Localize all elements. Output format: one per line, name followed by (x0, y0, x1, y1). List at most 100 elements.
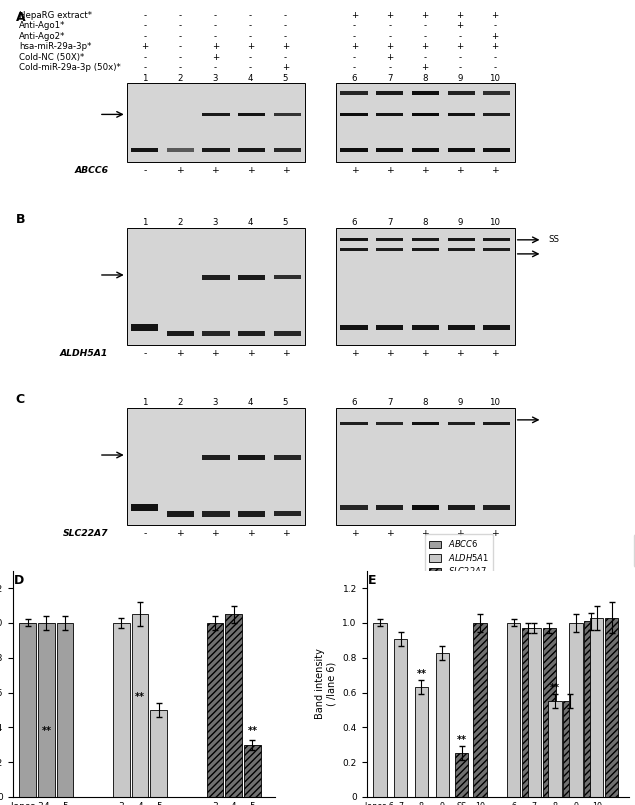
Bar (376, 325, 403, 330)
Text: +: + (456, 167, 464, 175)
Text: -: - (493, 53, 497, 62)
Text: +: + (386, 42, 393, 52)
Bar (20, 623, 36, 797)
Bar (412, 248, 439, 250)
Text: 3: 3 (213, 218, 218, 227)
Text: -: - (144, 21, 147, 31)
Text: 5: 5 (283, 398, 288, 407)
Bar (376, 148, 403, 151)
Text: +: + (386, 349, 394, 358)
Bar (206, 623, 223, 797)
Bar (455, 753, 468, 797)
Bar (340, 238, 368, 242)
Bar (203, 455, 229, 460)
Bar (340, 325, 368, 330)
Text: +: + (421, 64, 429, 72)
Bar (131, 324, 158, 331)
Text: 9: 9 (457, 74, 462, 83)
Text: 10: 10 (490, 74, 500, 83)
Text: +: + (351, 42, 358, 52)
Bar (57, 623, 74, 797)
Text: -: - (353, 21, 356, 31)
Bar (244, 745, 260, 797)
Bar (373, 623, 387, 797)
Bar (376, 238, 403, 242)
Text: -: - (178, 53, 182, 62)
Text: +: + (421, 349, 429, 358)
Text: -: - (144, 167, 147, 175)
Bar (340, 92, 368, 95)
Text: +: + (282, 64, 289, 72)
Bar (412, 238, 439, 242)
Bar (376, 248, 403, 250)
Text: +: + (351, 529, 358, 539)
Bar (203, 275, 229, 279)
Text: +: + (246, 349, 255, 358)
Text: 3: 3 (213, 74, 218, 83)
Text: HepaRG extract*: HepaRG extract* (19, 10, 92, 20)
Text: 6: 6 (352, 218, 358, 227)
Text: +: + (246, 167, 255, 175)
Bar (274, 511, 301, 517)
Bar (590, 617, 603, 797)
Text: 1: 1 (142, 398, 148, 407)
Bar (238, 275, 265, 279)
Text: +: + (211, 167, 219, 175)
Text: 4: 4 (248, 398, 253, 407)
Bar (340, 422, 368, 425)
Text: +: + (177, 349, 184, 358)
Text: -: - (493, 21, 497, 31)
Bar (340, 506, 368, 510)
Text: +: + (177, 529, 184, 539)
Text: -: - (423, 31, 426, 41)
Text: Cold-NC (50X)*: Cold-NC (50X)* (19, 53, 84, 62)
Text: -: - (353, 64, 356, 72)
Bar (238, 455, 265, 460)
Text: 5: 5 (283, 218, 288, 227)
Bar (131, 504, 158, 511)
Text: +: + (491, 10, 498, 20)
Text: -: - (249, 21, 252, 31)
Text: +: + (456, 529, 464, 539)
Bar (412, 422, 439, 425)
Text: -: - (249, 53, 252, 62)
Bar (238, 331, 265, 336)
Text: -: - (214, 64, 217, 72)
Bar (150, 710, 167, 797)
Text: +: + (386, 529, 394, 539)
Bar (412, 92, 439, 95)
Text: C: C (16, 393, 25, 406)
Text: **: ** (550, 683, 560, 693)
Text: +: + (142, 42, 149, 52)
Text: SLC22A7: SLC22A7 (63, 529, 108, 539)
Bar (126, 228, 305, 345)
Text: +: + (421, 167, 429, 175)
Text: 9: 9 (457, 398, 462, 407)
Text: +: + (211, 53, 219, 62)
Bar (132, 614, 148, 797)
Text: -: - (423, 53, 426, 62)
Text: ABCC6: ABCC6 (74, 167, 108, 175)
Bar (412, 113, 439, 116)
Text: -: - (353, 31, 356, 41)
Text: +: + (386, 167, 394, 175)
Text: 10: 10 (490, 218, 500, 227)
Text: +: + (491, 349, 499, 358)
Text: +: + (177, 167, 184, 175)
Bar (542, 628, 556, 797)
Bar (376, 506, 403, 510)
Bar (528, 628, 541, 797)
Text: 2: 2 (178, 74, 183, 83)
Text: E: E (368, 574, 377, 588)
Text: -: - (144, 349, 147, 358)
Bar (203, 113, 229, 116)
Text: -: - (144, 53, 147, 62)
Text: **: ** (41, 726, 51, 737)
Bar (126, 83, 305, 162)
Text: B: B (16, 213, 25, 226)
Bar (483, 325, 511, 330)
Text: -: - (388, 31, 391, 41)
Text: +: + (457, 21, 464, 31)
Text: +: + (282, 42, 289, 52)
Text: **: ** (135, 691, 145, 701)
